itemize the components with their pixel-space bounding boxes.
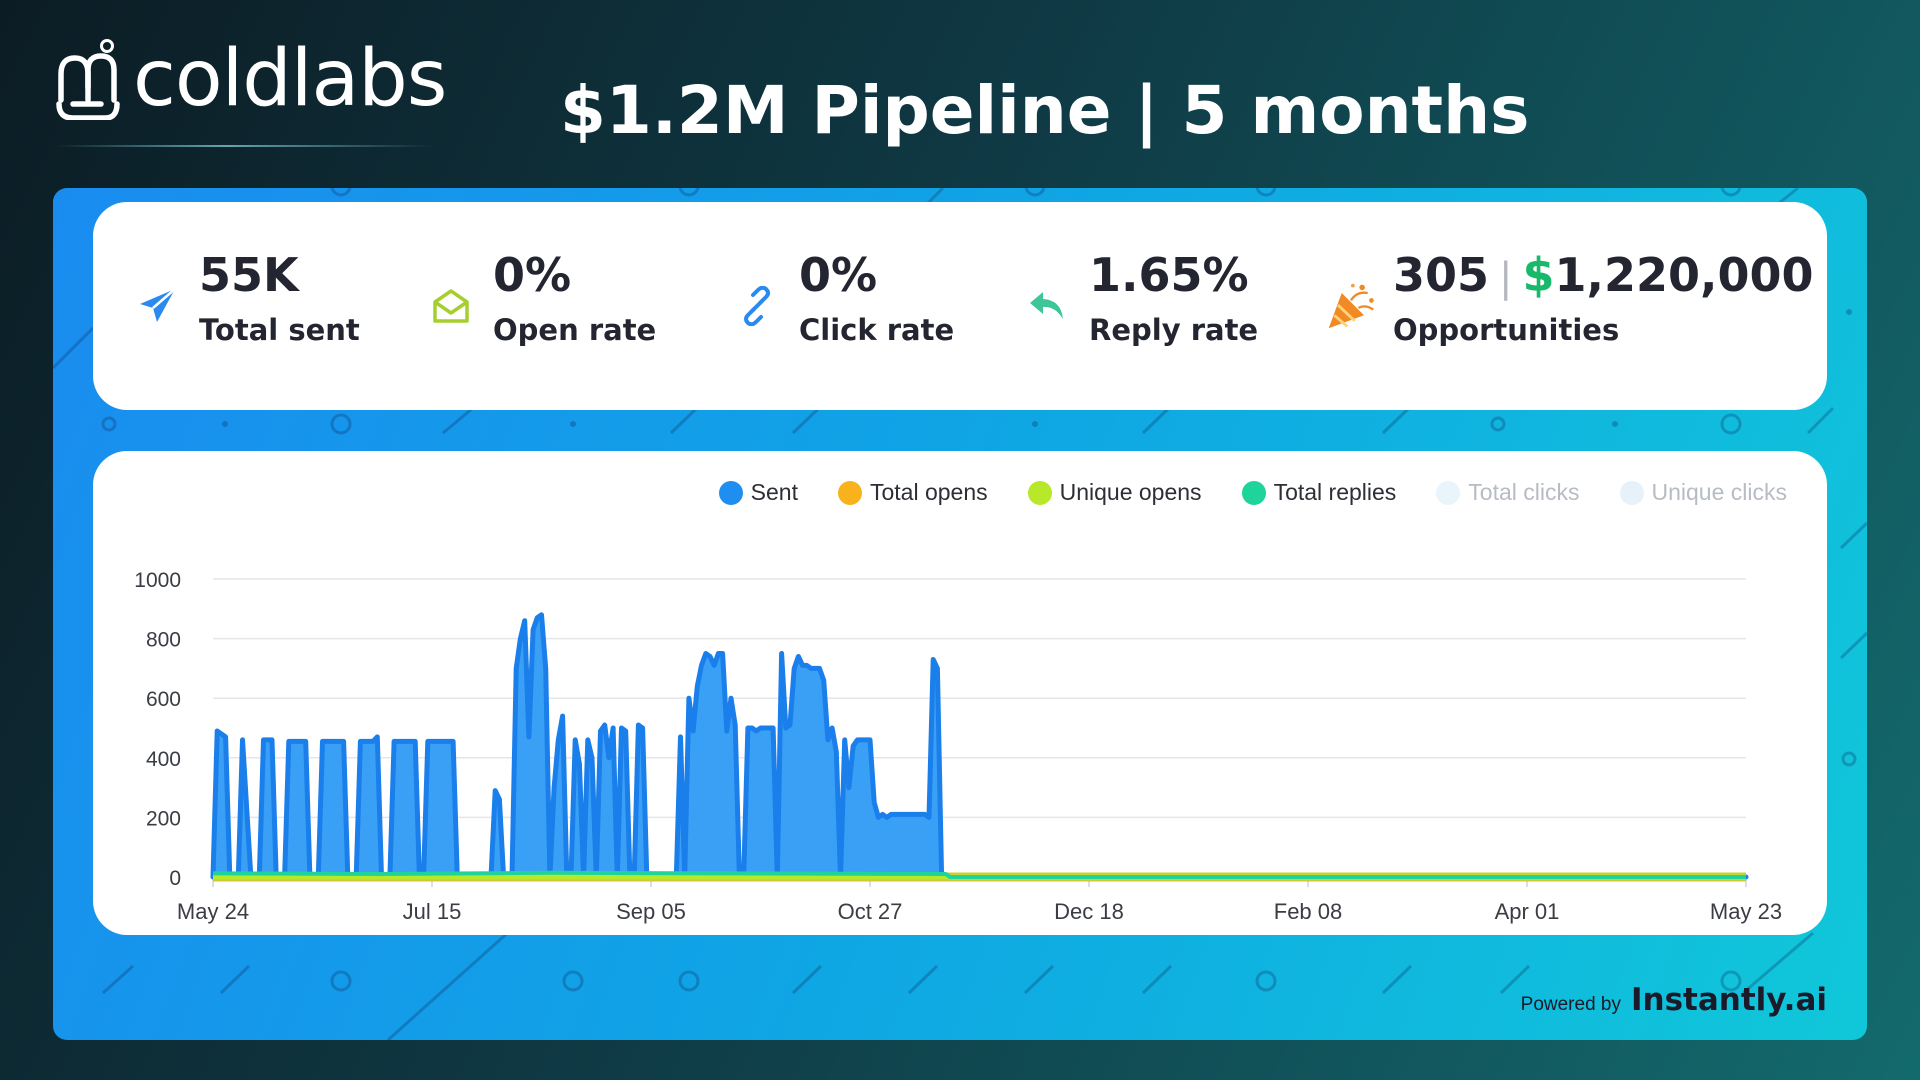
stat-label: Total sent bbox=[199, 312, 360, 347]
x-tick-label: Jul 15 bbox=[403, 899, 462, 924]
x-tick-label: Dec 18 bbox=[1054, 899, 1124, 924]
legend-label: Sent bbox=[750, 479, 798, 505]
legend-item-sent[interactable]: Sent bbox=[718, 479, 798, 506]
legend-item-total-opens[interactable]: Total opens bbox=[837, 479, 988, 506]
legend-dot bbox=[837, 480, 862, 505]
powered-by-label: Powered by bbox=[1520, 994, 1621, 1015]
chart-card: Sent Total opens Unique opens Total repl… bbox=[93, 451, 1827, 935]
legend-dot bbox=[1241, 480, 1266, 505]
y-tick-label: 1000 bbox=[134, 569, 181, 592]
pipeline-amount: 1,220,000 bbox=[1554, 248, 1814, 302]
legend-item-total-clicks[interactable]: Total clicks bbox=[1436, 479, 1580, 506]
link-icon bbox=[731, 280, 783, 332]
brand-logo: coldlabs bbox=[55, 34, 447, 124]
x-tick-label: Sep 05 bbox=[616, 899, 686, 924]
powered-by-footer: Powered by Instantly.ai bbox=[1521, 982, 1827, 1018]
stat-value: 1.65% bbox=[1089, 248, 1249, 302]
background-pattern bbox=[53, 188, 1867, 1040]
legend-label: Total opens bbox=[869, 479, 988, 505]
party-popper-icon bbox=[1325, 280, 1377, 332]
stat-label: Click rate bbox=[799, 312, 955, 347]
stat-total-sent: 55K Total sent bbox=[131, 250, 360, 347]
legend-item-unique-opens[interactable]: Unique opens bbox=[1027, 479, 1202, 506]
stat-value: 305 | $1,220,000 bbox=[1393, 250, 1814, 301]
stat-label: Open rate bbox=[493, 312, 657, 347]
legend-dot bbox=[718, 480, 743, 505]
stat-value: 55K bbox=[199, 248, 299, 302]
paper-plane-icon bbox=[131, 280, 183, 332]
legend-item-total-replies[interactable]: Total replies bbox=[1241, 479, 1397, 506]
y-tick-label: 800 bbox=[146, 629, 181, 652]
brand-name: coldlabs bbox=[133, 34, 447, 124]
x-tick-label: Feb 08 bbox=[1274, 899, 1343, 924]
x-tick-label: Apr 01 bbox=[1495, 899, 1560, 924]
instantly-logo: Instantly.ai bbox=[1631, 982, 1827, 1018]
sending-activity-chart: 0 200 400 600 800 1000 May 24 Jul 15 Sep 05 Oct 2… bbox=[134, 569, 1782, 924]
brand-divider bbox=[55, 145, 435, 147]
legend-label: Total clicks bbox=[1468, 479, 1580, 505]
chart-legend: Sent Total opens Unique opens Total repl… bbox=[718, 479, 1788, 506]
coldlabs-logo-icon bbox=[56, 39, 120, 120]
value-divider: | bbox=[1499, 255, 1513, 301]
y-tick-label: 400 bbox=[146, 748, 181, 771]
legend-label: Unique opens bbox=[1059, 479, 1202, 505]
dashboard-panel: 55K Total sent 0% Open rate 0% Click rat… bbox=[53, 188, 1867, 1040]
stat-click-rate: 0% Click rate bbox=[731, 250, 954, 347]
y-tick-label: 0 bbox=[169, 867, 181, 890]
opportunities-count: 305 bbox=[1393, 248, 1490, 302]
stat-value: 0% bbox=[799, 248, 878, 302]
stat-value: 0% bbox=[493, 248, 572, 302]
legend-dot bbox=[1436, 480, 1461, 505]
legend-item-unique-clicks[interactable]: Unique clicks bbox=[1619, 479, 1788, 506]
reply-arrow-icon bbox=[1021, 280, 1073, 332]
series-total-replies-line bbox=[212, 870, 1746, 879]
stats-summary-card: 55K Total sent 0% Open rate 0% Click rat… bbox=[93, 202, 1827, 410]
legend-dot bbox=[1619, 480, 1644, 505]
stat-open-rate: 0% Open rate bbox=[425, 250, 656, 347]
legend-label: Unique clicks bbox=[1651, 479, 1788, 505]
envelope-open-icon bbox=[425, 280, 477, 332]
x-tick-label: May 23 bbox=[1710, 899, 1782, 924]
y-tick-label: 600 bbox=[146, 688, 181, 711]
x-tick-label: Oct 27 bbox=[838, 899, 903, 924]
stat-label: Opportunities bbox=[1393, 312, 1620, 347]
stat-label: Reply rate bbox=[1089, 312, 1259, 347]
series-sent-area bbox=[210, 612, 1749, 880]
legend-dot bbox=[1027, 480, 1052, 505]
x-tick-label: May 24 bbox=[177, 899, 249, 924]
legend-label: Total replies bbox=[1273, 479, 1397, 505]
page-title: $1.2M Pipeline | 5 months bbox=[560, 72, 1530, 149]
currency-sign: $ bbox=[1522, 248, 1555, 302]
y-tick-label: 200 bbox=[146, 807, 181, 830]
stat-opportunities: 305 | $1,220,000 Opportunities bbox=[1325, 250, 1814, 347]
stat-reply-rate: 1.65% Reply rate bbox=[1021, 250, 1258, 347]
